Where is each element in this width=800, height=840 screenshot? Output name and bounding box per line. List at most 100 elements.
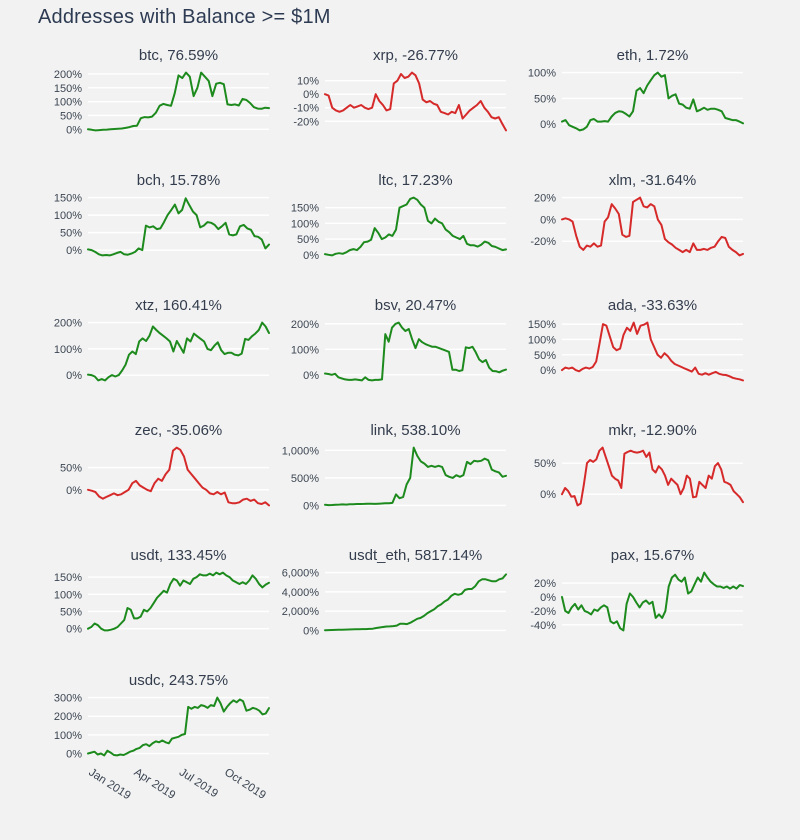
y-tick-label: 100% xyxy=(54,210,82,222)
chart-plot-bsv: 200% 100% 0% xyxy=(291,319,507,382)
chart-title-eth: eth, 1.72% xyxy=(616,47,689,64)
y-tick-label: 10% xyxy=(297,76,319,88)
y-tick-label: 0% xyxy=(66,124,82,136)
chart-title-bsv: bsv, 20.47% xyxy=(374,297,457,314)
y-tick-label: 50% xyxy=(60,606,82,618)
y-tick-label: 0% xyxy=(540,365,556,377)
chart-xlm: xlm, -31.64% 20% 0% -20% xyxy=(512,172,749,261)
y-tick-label: 50% xyxy=(60,463,82,475)
y-tick-label: 0% xyxy=(540,489,556,501)
y-tick-label: -20% xyxy=(293,116,319,128)
chart-plot-xlm: 20% 0% -20% xyxy=(530,193,744,257)
y-tick-label: 0% xyxy=(66,245,82,257)
y-tick-label: 6,000% xyxy=(282,568,320,580)
series-line-ltc xyxy=(324,196,507,257)
chart-plot-btc: 200% 150% 100%50% 0% xyxy=(54,69,270,136)
y-tick-label: 50% xyxy=(60,228,82,240)
series-line-usdc xyxy=(87,696,270,757)
x-tick-label: Oct 2019 xyxy=(222,766,268,801)
y-tick-label: 0% xyxy=(66,370,82,382)
chart-link: link, 538.10% 1,000% 500% 0% xyxy=(275,422,512,511)
y-tick-label: -10% xyxy=(293,103,319,115)
x-tick-label: Jan 2019 xyxy=(86,766,132,802)
chart-title-mkr: mkr, -12.90% xyxy=(608,422,697,439)
chart-title-bch: bch, 15.78% xyxy=(136,172,221,189)
y-tick-label: 0% xyxy=(540,119,556,131)
chart-title-usdt_eth: usdt_eth, 5817.14% xyxy=(348,547,483,564)
series-line-pax xyxy=(561,571,744,632)
chart-title-usdc: usdc, 243.75% xyxy=(128,672,229,689)
series-line-link xyxy=(324,446,507,507)
y-tick-label: 1,000% xyxy=(282,445,320,457)
chart-ltc: ltc, 17.23% 150% 100% 50% 0% xyxy=(275,172,512,261)
chart-title-zec: zec, -35.06% xyxy=(134,422,223,439)
y-tick-label: 0% xyxy=(66,749,82,761)
y-tick-label: 100% xyxy=(528,68,556,80)
chart-title-xrp: xrp, -26.77% xyxy=(372,47,459,64)
y-tick-label: 300% xyxy=(54,693,82,705)
y-tick-label: 150% xyxy=(528,319,556,331)
chart-plot-ada: 150% 100% 50% 0% xyxy=(528,319,744,382)
series-line-usdt_eth xyxy=(324,573,507,632)
y-tick-label: -40% xyxy=(530,620,556,632)
chart-plot-bch: 150% 100% 50% 0% xyxy=(54,193,270,257)
series-line-mkr xyxy=(561,446,744,507)
y-tick-label: 150% xyxy=(54,193,82,205)
series-line-usdt xyxy=(87,571,270,632)
chart-plot-mkr: 50% 0% xyxy=(534,446,744,507)
series-line-bch xyxy=(87,197,270,257)
y-tick-label: -20% xyxy=(530,606,556,618)
series-line-ada xyxy=(561,321,744,382)
chart-title-xtz: xtz, 160.41% xyxy=(135,297,222,314)
chart-title-link: link, 538.10% xyxy=(370,422,461,439)
y-tick-label: 150% xyxy=(54,83,82,95)
chart-plot-xtz: 200% 100% 0% xyxy=(54,318,270,382)
y-tick-label: 50% xyxy=(534,93,556,105)
chart-zec: zec, -35.06% 50% 0% xyxy=(38,422,275,511)
y-tick-label: 0% xyxy=(303,500,319,511)
y-tick-label: 500% xyxy=(291,473,319,485)
series-line-xrp xyxy=(324,71,507,132)
page-title: Addresses with Balance >= $1M xyxy=(38,6,331,28)
chart-xtz: xtz, 160.41% 200% 100% 0% xyxy=(38,297,275,386)
chart-plot-pax: 20% 0% -20% -40% xyxy=(530,571,744,632)
y-tick-label: 200% xyxy=(54,69,82,81)
chart-title-xlm: xlm, -31.64% xyxy=(608,172,697,189)
y-tick-label: 0% xyxy=(303,89,319,101)
chart-title-ltc: ltc, 17.23% xyxy=(378,172,453,189)
y-tick-label: 0% xyxy=(66,624,82,636)
chart-xrp: xrp, -26.77% 10% 0% -10% -20% xyxy=(275,47,512,136)
y-tick-label: 200% xyxy=(291,319,319,331)
chart-title-btc: btc, 76.59% xyxy=(138,47,219,64)
chart-usdt_eth: usdt_eth, 5817.14% 6,000% 4,000% 2,000% 0% xyxy=(275,547,512,636)
chart-ada: ada, -33.63% 150% 100% 50% 0% xyxy=(512,297,749,386)
y-tick-label: 20% xyxy=(534,193,556,205)
chart-btc: btc, 76.59% 200% 150% 100% 50% 0% xyxy=(38,47,275,136)
y-tick-label: 0% xyxy=(540,214,556,226)
chart-plot-usdt_eth: 6,000% 4,000% 2,000% 0% xyxy=(282,568,507,636)
y-tick-label: 20% xyxy=(534,578,556,590)
chart-plot-xrp: 10%0% -10%-20% xyxy=(293,71,507,132)
series-line-xlm xyxy=(561,196,744,257)
chart-plot-ltc: 150% 100% 50% 0% xyxy=(291,196,507,261)
y-tick-label: 0% xyxy=(540,592,556,604)
x-tick-label: Apr 2019 xyxy=(132,766,178,801)
y-tick-label: 200% xyxy=(54,318,82,330)
chart-plot-usdt: 150% 100% 50% 0% xyxy=(54,571,270,636)
chart-plot-eth: 100% 50% 0% xyxy=(528,68,744,132)
y-tick-label: 4,000% xyxy=(282,587,320,599)
series-line-zec xyxy=(87,446,270,507)
y-tick-label: 100% xyxy=(54,589,82,601)
series-line-xtz xyxy=(87,321,270,382)
series-line-eth xyxy=(561,71,744,132)
chart-eth: eth, 1.72% 100% 50% 0% xyxy=(512,47,749,136)
chart-usdt: usdt, 133.45% 150% 100% 50% 0% xyxy=(38,547,275,636)
chart-mkr: mkr, -12.90% 50% 0% xyxy=(512,422,749,511)
y-tick-label: 150% xyxy=(291,203,319,215)
chart-bsv: bsv, 20.47% 200% 100% 0% xyxy=(275,297,512,386)
y-tick-label: 50% xyxy=(534,458,556,470)
y-tick-label: 100% xyxy=(291,218,319,230)
y-tick-label: 0% xyxy=(303,370,319,382)
y-tick-label: 100% xyxy=(54,97,82,109)
chart-plot-usdc: 300% 200% 100% 0% Jan 2019 Apr 2019 Jul 2019 Oc… xyxy=(54,693,270,802)
